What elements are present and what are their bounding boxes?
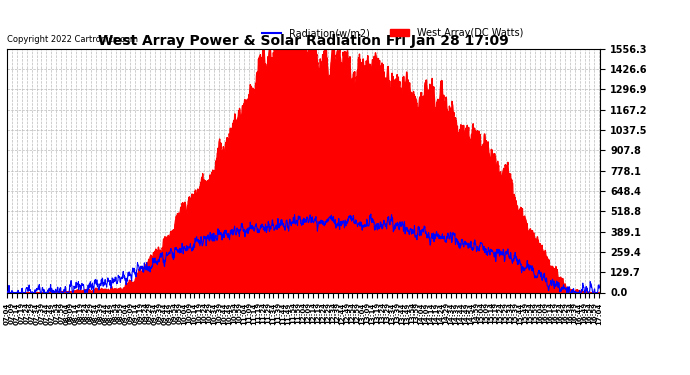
Text: Copyright 2022 Cartronics.com: Copyright 2022 Cartronics.com — [8, 35, 139, 44]
Legend: Radiation(w/m2), West Array(DC Watts): Radiation(w/m2), West Array(DC Watts) — [258, 24, 527, 42]
Title: West Array Power & Solar Radiation Fri Jan 28 17:09: West Array Power & Solar Radiation Fri J… — [98, 34, 509, 48]
